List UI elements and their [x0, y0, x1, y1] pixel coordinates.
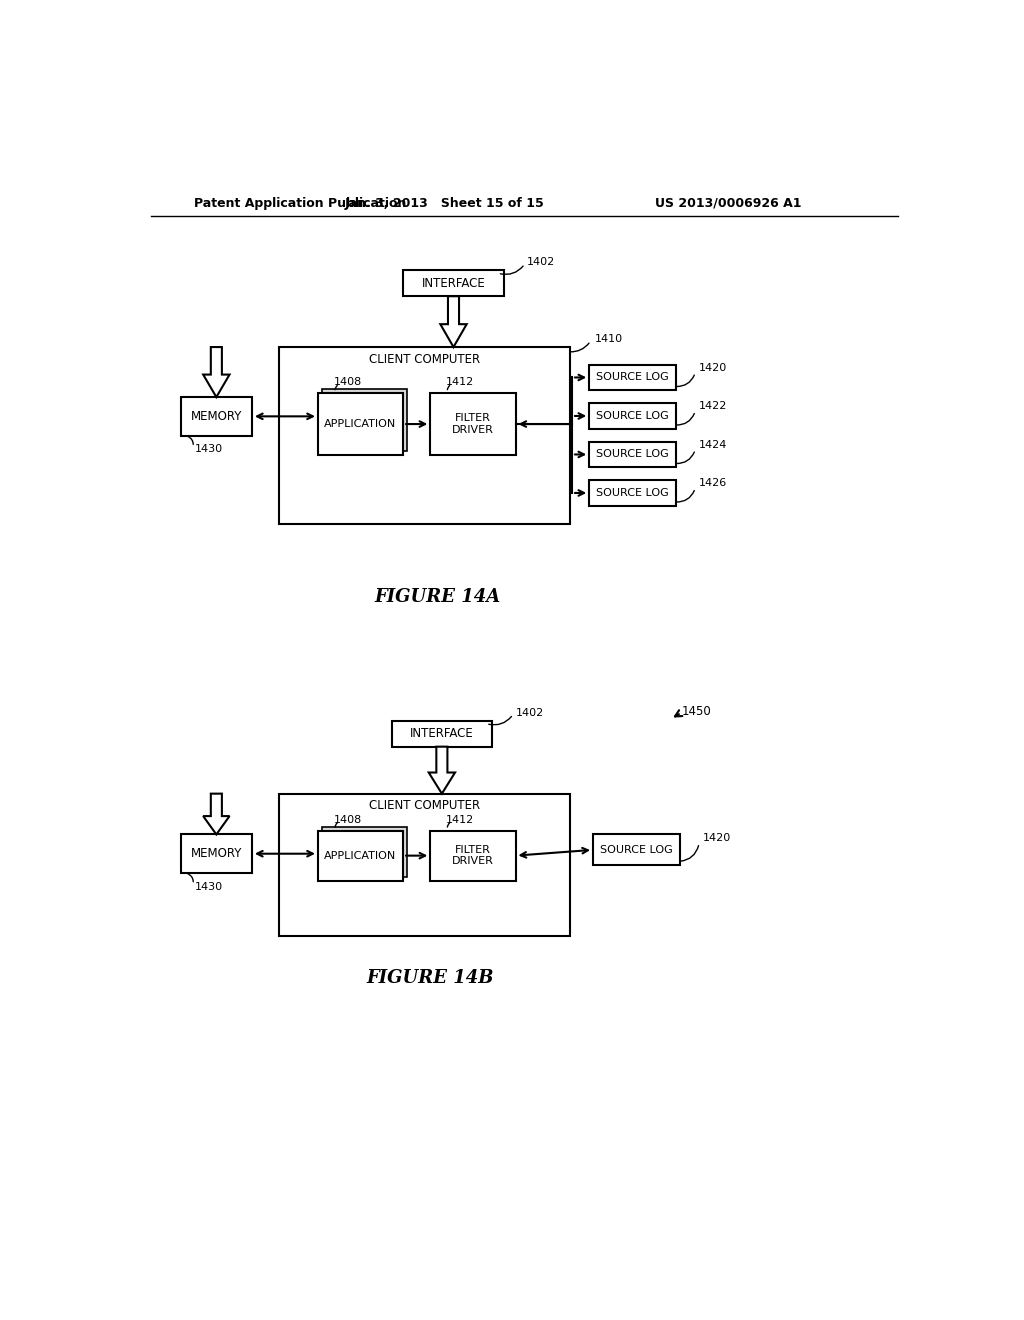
- Bar: [589, 364, 676, 391]
- Text: SOURCE LOG: SOURCE LOG: [596, 488, 669, 498]
- Text: Jan. 3, 2013   Sheet 15 of 15: Jan. 3, 2013 Sheet 15 of 15: [344, 197, 544, 210]
- Text: APPLICATION: APPLICATION: [325, 418, 396, 429]
- Bar: [280, 347, 569, 524]
- Text: INTERFACE: INTERFACE: [410, 727, 474, 741]
- Text: 1402: 1402: [527, 257, 555, 268]
- Bar: [589, 404, 676, 429]
- Text: CLIENT COMPUTER: CLIENT COMPUTER: [369, 800, 480, 813]
- Bar: [593, 834, 680, 866]
- Bar: [391, 721, 493, 747]
- Bar: [322, 389, 407, 451]
- Text: 1430: 1430: [195, 882, 223, 892]
- Text: 1430: 1430: [195, 445, 223, 454]
- Text: FILTER: FILTER: [455, 845, 490, 855]
- Bar: [430, 393, 515, 455]
- Text: APPLICATION: APPLICATION: [325, 850, 396, 861]
- Text: 1424: 1424: [699, 440, 727, 450]
- Text: CLIENT COMPUTER: CLIENT COMPUTER: [369, 352, 480, 366]
- Polygon shape: [429, 747, 455, 793]
- Text: 1410: 1410: [595, 334, 623, 345]
- Text: MEMORY: MEMORY: [190, 847, 242, 861]
- Bar: [180, 397, 252, 436]
- Polygon shape: [203, 793, 229, 834]
- Text: 1420: 1420: [699, 363, 727, 372]
- Text: 1422: 1422: [699, 401, 727, 412]
- Text: 1408: 1408: [334, 814, 361, 825]
- Text: DRIVER: DRIVER: [452, 857, 494, 866]
- Text: SOURCE LOG: SOURCE LOG: [596, 411, 669, 421]
- Bar: [317, 393, 403, 455]
- Polygon shape: [203, 347, 229, 397]
- Bar: [430, 830, 515, 880]
- Text: 1408: 1408: [334, 378, 361, 388]
- Text: INTERFACE: INTERFACE: [422, 277, 485, 289]
- Text: 1412: 1412: [445, 814, 474, 825]
- Text: US 2013/0006926 A1: US 2013/0006926 A1: [655, 197, 802, 210]
- Bar: [280, 793, 569, 936]
- Bar: [180, 834, 252, 873]
- Text: FILTER: FILTER: [455, 413, 490, 422]
- Polygon shape: [440, 296, 467, 347]
- Text: 1412: 1412: [445, 378, 474, 388]
- Bar: [589, 442, 676, 467]
- Text: FIGURE 14B: FIGURE 14B: [367, 969, 494, 987]
- Text: 1450: 1450: [682, 705, 712, 718]
- Bar: [322, 826, 407, 876]
- Bar: [403, 271, 504, 296]
- Text: SOURCE LOG: SOURCE LOG: [600, 845, 673, 855]
- Text: SOURCE LOG: SOURCE LOG: [596, 372, 669, 383]
- Text: SOURCE LOG: SOURCE LOG: [596, 450, 669, 459]
- Text: 1420: 1420: [703, 833, 731, 842]
- Bar: [589, 480, 676, 506]
- Text: 1426: 1426: [699, 478, 727, 488]
- Text: MEMORY: MEMORY: [190, 409, 242, 422]
- Text: Patent Application Publication: Patent Application Publication: [194, 197, 407, 210]
- Text: DRIVER: DRIVER: [452, 425, 494, 436]
- Bar: [317, 830, 403, 880]
- Text: 1402: 1402: [515, 708, 544, 718]
- Text: FIGURE 14A: FIGURE 14A: [375, 589, 501, 606]
